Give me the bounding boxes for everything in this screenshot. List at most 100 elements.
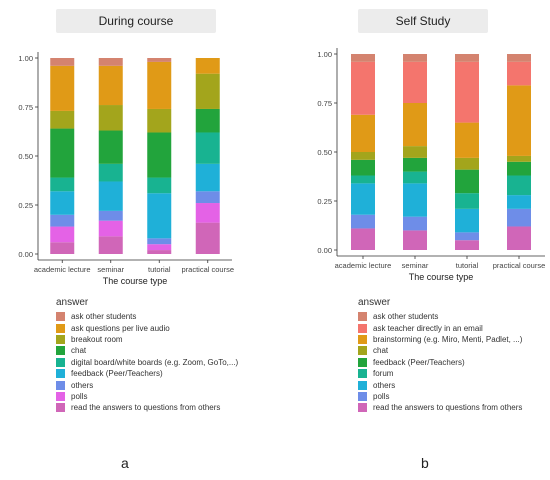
legend-label: polls [71,391,88,401]
legend-swatch [358,323,367,333]
legend-label: feedback (Peer/Teachers) [71,369,163,379]
bar-segment [403,183,427,217]
bar-segment [195,58,220,74]
x-tick-label: seminar [402,261,429,270]
legend-swatch [56,403,65,413]
bar-segment [50,110,75,129]
bar-segment [98,220,123,237]
legend-item: ask other students [358,311,522,322]
bar-segment [147,108,172,133]
legend-item: others [56,379,238,390]
bar-segment [351,152,375,160]
bar-segment [351,159,375,176]
bar-segment [195,108,220,133]
bar-segment [50,214,75,227]
legend-item: polls [56,391,238,402]
legend-item: others [358,379,522,390]
legend-label: read the answers to questions from other… [373,403,523,413]
bar-segment [507,85,531,156]
bar-segment [403,230,427,250]
legend-label: read the answers to questions from other… [71,403,221,413]
y-tick-label: 0.00 [317,246,332,255]
legend-label: ask questions per live audio [71,323,170,333]
legend-item: feedback (Peer/Teachers) [56,368,238,379]
chart-title: During course [56,9,216,33]
bar-segment [507,61,531,86]
bar-segment [50,65,75,111]
legend-label: polls [373,391,390,401]
bar-segment [403,157,427,172]
bar-segment [147,193,172,239]
y-tick-label: 0.75 [317,99,332,108]
y-tick-label: 0.25 [18,201,33,210]
bar-segment [507,226,531,250]
bar-segment [50,191,75,215]
bar-segment [98,105,123,131]
bar-segment [147,177,172,194]
bar-segment [455,193,479,209]
bar-segment [50,177,75,192]
bar-segment [351,54,375,62]
bar-segment [195,203,220,223]
legend-item: read the answers to questions from other… [358,402,522,413]
bar-segment [147,132,172,178]
bar-segment [50,128,75,178]
bar-segment [507,195,531,209]
bar-segment [98,236,123,254]
y-tick-label: 0.50 [18,152,33,161]
bar-segment [195,222,220,254]
legend-swatch [56,323,65,333]
x-axis-label: The course type [103,276,168,286]
x-axis-label: The course type [409,272,474,282]
legend-swatch [56,357,65,367]
legend-during-course: answer ask other students ask questions p… [56,297,238,414]
bar-segment [147,58,172,62]
bar-segment [507,161,531,176]
y-tick-label: 0.50 [317,148,332,157]
legend-swatch [358,312,367,322]
legend-item: ask teacher directly in an email [358,322,522,333]
legend-item: forum [358,368,522,379]
bar-segment [195,73,220,109]
bar-segment [50,242,75,254]
legend-swatch [56,312,65,322]
legend-label: chat [71,346,87,356]
bar-segment [98,181,123,211]
panel-self-study: Self Study 0.00 0.25 0.50 0.75 1.00 academic … [275,0,550,480]
x-tick-label: seminar [97,265,124,274]
bar-segment [507,155,531,162]
legend-item: feedback (Peer/Teachers) [358,357,522,368]
bar-segment [455,61,479,123]
legend-label: chat [373,346,389,356]
bar-segment [455,157,479,170]
legend-item: brainstorming (e.g. Miro, Menti, Padlet,… [358,334,522,345]
y-tick-label: 0.00 [18,250,33,259]
bar-segment [403,146,427,158]
chart-title: Self Study [358,9,488,33]
panel-label-b: b [421,455,429,471]
legend-swatch [358,357,367,367]
x-tick-label: tutorial [148,265,171,274]
panel-during-course: During course 0.00 0.25 0.50 0.75 1.00 academ… [18,9,238,471]
bar-segment [98,65,123,106]
bar-segment [507,54,531,62]
bar-segment [455,240,479,250]
x-tick-label: academic lecture [335,261,392,270]
legend-swatch [358,346,367,356]
y-tick-label: 0.25 [317,197,332,206]
bar-segment [98,58,123,66]
y-tick-label: 0.75 [18,103,33,112]
stacked-bar-chart-self-study: 0.00 0.25 0.50 0.75 1.00 academic lecture semi… [317,48,545,282]
legend-title: answer [56,297,89,308]
y-tick-label: 1.00 [18,54,33,63]
stacked-bar-chart-during-course: 0.00 0.25 0.50 0.75 1.00 academic lecture semi… [18,52,234,286]
legend-label: breakout room [71,334,123,344]
bar-segment [351,114,375,152]
legend-swatch [358,391,367,401]
bar-segment [195,132,220,164]
legend-item: chat [358,345,522,356]
legend-item: ask questions per live audio [56,322,238,333]
legend-label: digital board/white boards (e.g. Zoom, G… [71,357,239,367]
bar-segment [351,228,375,250]
y-tick-label: 1.00 [317,50,332,59]
